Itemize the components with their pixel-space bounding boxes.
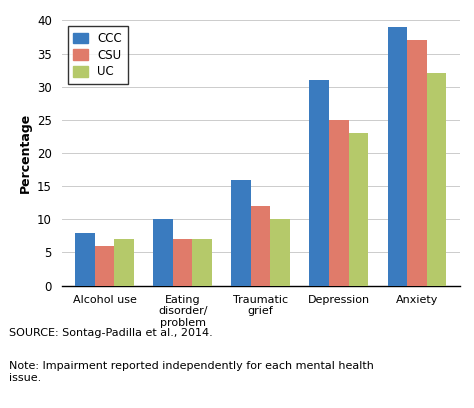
Bar [329, 120, 348, 286]
Text: SOURCE: Sontag-Padilla et al., 2014.: SOURCE: Sontag-Padilla et al., 2014. [9, 328, 213, 339]
Bar [154, 220, 173, 286]
Bar [310, 80, 329, 286]
Bar [75, 233, 95, 286]
Bar [348, 133, 368, 286]
Text: Note: Impairment reported independently for each mental health
issue.: Note: Impairment reported independently … [9, 361, 374, 383]
Bar [114, 239, 134, 286]
Y-axis label: Percentage: Percentage [18, 113, 31, 193]
Bar [271, 220, 290, 286]
Bar [427, 73, 446, 286]
Bar [173, 239, 192, 286]
Bar [388, 27, 407, 286]
Bar [192, 239, 212, 286]
Legend: CCC, CSU, UC: CCC, CSU, UC [67, 26, 128, 84]
Bar [251, 206, 271, 286]
Bar [231, 180, 251, 286]
Bar [95, 246, 114, 286]
Bar [407, 40, 427, 286]
